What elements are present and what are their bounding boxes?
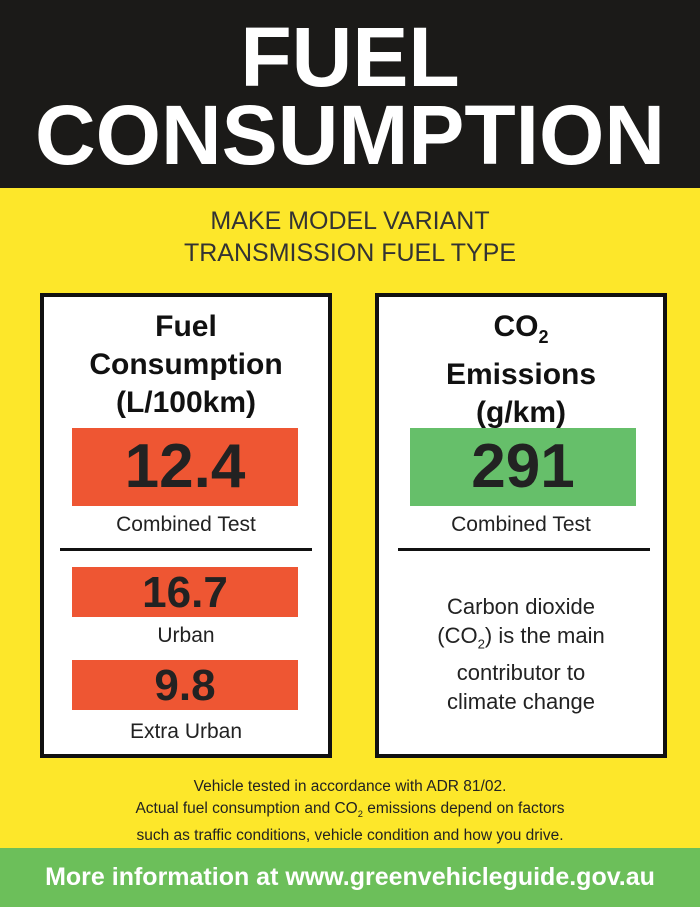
panel-title-line: (L/100km) xyxy=(115,386,257,419)
disclaimer-line: Vehicle tested in accordance with ADR 81… xyxy=(193,778,507,795)
text: ) is the main xyxy=(484,623,605,648)
disclaimer-line: such as traffic conditions, vehicle cond… xyxy=(136,827,564,845)
combined-label: Combined Test xyxy=(116,513,256,536)
subtitle-line: TRANSMISSION FUEL TYPE xyxy=(183,239,516,267)
combined-value: 12.4 xyxy=(72,428,298,506)
fuel-panel-title: Fuel Consumption (L/100km) xyxy=(40,308,332,422)
text: emissions depend on factors xyxy=(362,800,565,817)
panel-title-line: Consumption xyxy=(89,348,283,381)
disclaimer: Vehicle tested in accordance with ADR 81… xyxy=(0,776,700,847)
text: Actual fuel consumption and CO xyxy=(135,800,358,817)
title-line: CONSUMPTION xyxy=(35,88,665,182)
urban-label: Urban xyxy=(157,624,215,647)
panel-title-line: Fuel xyxy=(155,310,217,343)
footer: More information at www.greenvehicleguid… xyxy=(0,848,700,907)
title-line: FUEL xyxy=(240,10,460,104)
co2-label: Combined Test xyxy=(451,513,591,536)
subtitle-line: MAKE MODEL VARIANT xyxy=(210,207,490,235)
extra-urban-label: Extra Urban xyxy=(129,720,243,743)
note-line: climate change xyxy=(447,689,595,715)
extra-urban-value: 9.8 xyxy=(72,660,298,710)
co2-panel xyxy=(375,293,667,758)
panel-title-line: Emissions xyxy=(445,358,597,391)
co2-value: 291 xyxy=(410,428,636,506)
divider xyxy=(60,548,312,551)
note-line: (CO2) is the main xyxy=(375,621,667,658)
co2-note: Carbon dioxide (CO2) is the main contrib… xyxy=(375,592,667,716)
text: (CO xyxy=(437,623,478,648)
note-line: contributor to xyxy=(456,660,586,686)
subtitle: MAKE MODEL VARIANT TRANSMISSION FUEL TYP… xyxy=(0,205,700,269)
co2-panel-title: CO2 Emissions (g/km) xyxy=(375,308,667,432)
header: FUEL CONSUMPTION xyxy=(0,0,700,188)
panel-title-line: (g/km) xyxy=(476,396,566,429)
note-line: Carbon dioxide xyxy=(447,594,595,619)
text: CO xyxy=(493,310,539,343)
panel-title-line: CO2 xyxy=(375,308,667,356)
divider xyxy=(398,548,650,551)
disclaimer-line: Actual fuel consumption and CO2 emission… xyxy=(0,798,700,825)
subscript: 2 xyxy=(357,809,363,820)
subscript: 2 xyxy=(477,636,485,652)
subscript: 2 xyxy=(538,327,549,347)
urban-value: 16.7 xyxy=(72,567,298,617)
